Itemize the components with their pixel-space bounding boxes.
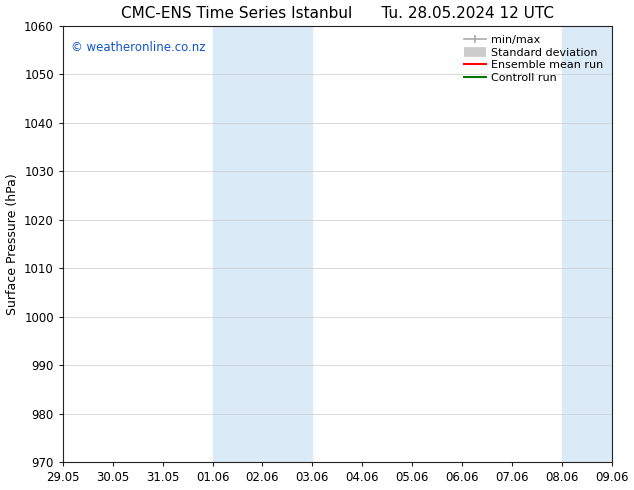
Legend: min/max, Standard deviation, Ensemble mean run, Controll run: min/max, Standard deviation, Ensemble me… xyxy=(460,31,606,86)
Text: © weatheronline.co.nz: © weatheronline.co.nz xyxy=(71,41,205,54)
Bar xyxy=(212,26,313,463)
Y-axis label: Surface Pressure (hPa): Surface Pressure (hPa) xyxy=(6,173,18,315)
Bar xyxy=(562,26,612,463)
Title: CMC-ENS Time Series Istanbul      Tu. 28.05.2024 12 UTC: CMC-ENS Time Series Istanbul Tu. 28.05.2… xyxy=(121,5,553,21)
